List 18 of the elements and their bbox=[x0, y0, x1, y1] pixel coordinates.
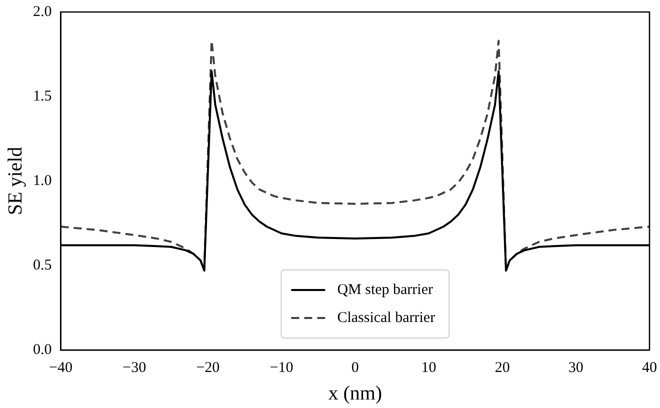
x-tick-label: −20 bbox=[196, 360, 220, 376]
x-tick-label: 40 bbox=[642, 360, 657, 376]
y-tick-label: 0.5 bbox=[33, 257, 52, 274]
x-tick-label: −40 bbox=[49, 360, 72, 376]
x-tick-label: 30 bbox=[568, 360, 584, 376]
x-tick-label: −10 bbox=[270, 360, 294, 376]
x-tick-label: 20 bbox=[494, 360, 510, 376]
y-tick-label: 2.0 bbox=[33, 4, 52, 20]
y-tick-label: 1.5 bbox=[33, 88, 52, 104]
legend-label: Classical barrier bbox=[337, 310, 436, 326]
x-tick-label: −30 bbox=[122, 360, 146, 376]
y-tick-label: 0.0 bbox=[33, 342, 52, 358]
y-axis-title: SE yield bbox=[4, 146, 26, 216]
y-tick-label: 1.0 bbox=[33, 172, 52, 189]
legend-label: QM step barrier bbox=[337, 282, 433, 298]
x-axis-title: x (nm) bbox=[328, 382, 382, 404]
x-tick-label: 0 bbox=[351, 360, 359, 376]
x-tick-label: 10 bbox=[421, 360, 436, 376]
